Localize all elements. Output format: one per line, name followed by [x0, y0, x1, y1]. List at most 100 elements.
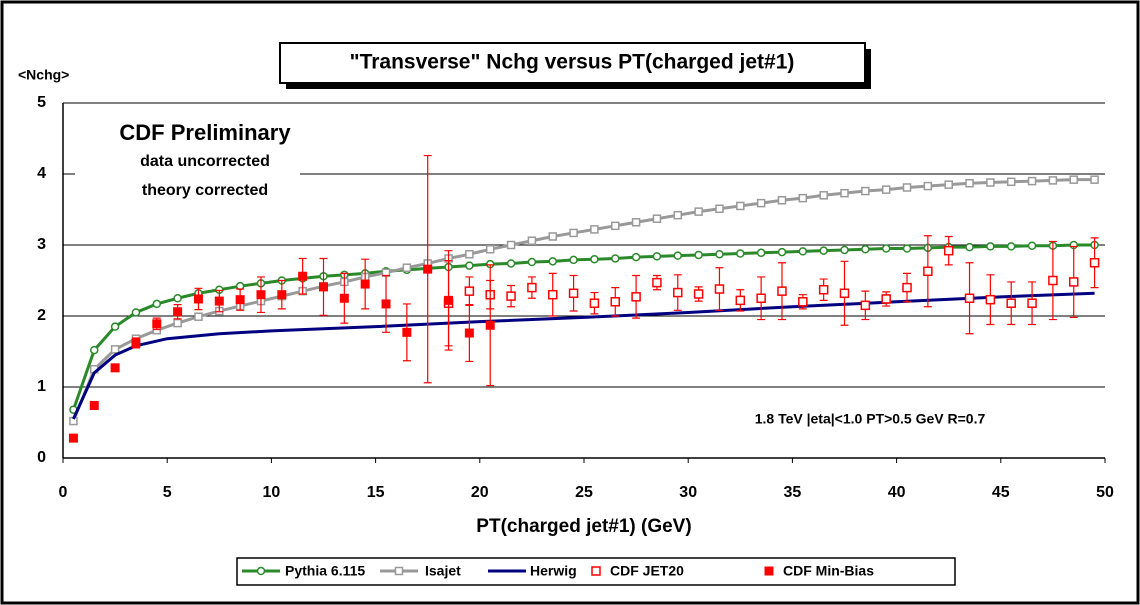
marker — [1006, 242, 1016, 251]
x-tick-label: 15 — [367, 484, 385, 501]
marker — [1027, 298, 1037, 308]
legend-marker — [764, 566, 774, 576]
marker — [1068, 277, 1079, 287]
marker — [756, 198, 766, 208]
marker — [611, 221, 620, 231]
marker — [840, 245, 849, 255]
marker — [402, 263, 412, 272]
marker — [110, 363, 120, 373]
annotation: 1.8 TeV |eta|<1.0 PT>0.5 GeV R=0.7 — [755, 411, 986, 427]
marker — [735, 295, 746, 306]
marker — [943, 245, 954, 256]
marker — [547, 289, 558, 300]
marker — [756, 248, 766, 258]
marker — [1027, 241, 1037, 250]
y-axis-label: <Nchg> — [18, 67, 69, 83]
marker — [339, 293, 349, 303]
marker — [798, 297, 808, 307]
marker — [673, 210, 683, 220]
marker — [985, 294, 996, 305]
marker — [381, 299, 391, 309]
x-tick-label: 35 — [784, 484, 802, 501]
marker — [694, 250, 703, 260]
marker — [964, 293, 975, 303]
marker — [214, 296, 224, 306]
marker — [839, 288, 850, 299]
marker — [902, 244, 912, 253]
marker — [110, 322, 120, 331]
marker — [777, 196, 787, 205]
legend-label: Pythia 6.115 — [285, 563, 365, 579]
marker — [1089, 258, 1100, 268]
marker — [611, 254, 620, 263]
marker — [986, 242, 995, 251]
marker — [923, 266, 933, 277]
marker — [465, 261, 474, 270]
annotation-bg — [75, 112, 300, 210]
marker — [548, 257, 557, 266]
marker — [527, 257, 537, 267]
marker — [173, 294, 182, 303]
marker — [756, 293, 766, 303]
marker — [590, 225, 599, 234]
marker — [1048, 176, 1058, 185]
marker — [881, 185, 891, 194]
marker — [548, 232, 557, 241]
marker — [693, 289, 704, 299]
marker — [965, 178, 974, 188]
marker — [444, 295, 454, 305]
marker — [610, 297, 621, 307]
marker — [652, 214, 662, 223]
marker — [360, 279, 370, 289]
marker — [902, 282, 912, 293]
y-tick-label: 0 — [37, 449, 46, 466]
marker — [423, 264, 433, 274]
marker — [402, 327, 412, 337]
marker — [965, 242, 974, 252]
marker — [506, 240, 516, 250]
legend: Pythia 6.115 Isajet Herwig CDF JET20 CDF Min… — [242, 563, 874, 579]
x-tick-label: 5 — [163, 484, 172, 501]
marker — [256, 290, 266, 300]
marker — [589, 298, 600, 308]
marker — [193, 294, 203, 304]
legend-marker — [394, 566, 404, 576]
x-tick-label: 0 — [59, 484, 68, 501]
marker — [631, 292, 641, 302]
x-tick-label: 50 — [1096, 484, 1114, 501]
marker — [652, 252, 662, 261]
x-tick-label: 25 — [575, 484, 593, 501]
marker — [715, 204, 724, 214]
marker — [173, 318, 182, 328]
x-tick-label: 20 — [471, 484, 489, 501]
x-tick-label: 10 — [263, 484, 281, 501]
y-tick-label: 3 — [37, 236, 46, 253]
marker — [902, 183, 912, 192]
marker — [527, 282, 537, 293]
marker — [860, 300, 871, 311]
marker — [673, 251, 683, 260]
marker — [464, 328, 474, 338]
y-tick-label: 4 — [37, 165, 46, 182]
marker — [506, 259, 516, 268]
marker — [1048, 275, 1058, 286]
marker — [652, 277, 662, 288]
marker — [944, 180, 953, 189]
annotation: CDF Preliminary — [119, 120, 291, 145]
marker — [861, 186, 870, 196]
marker — [569, 228, 578, 238]
marker — [840, 188, 849, 198]
legend-label: CDF JET20 — [610, 563, 684, 579]
x-tick-label: 45 — [992, 484, 1010, 501]
y-tick-label: 2 — [37, 307, 46, 324]
marker — [861, 245, 870, 254]
marker — [319, 282, 328, 292]
marker — [777, 286, 787, 296]
marker — [1006, 298, 1016, 308]
legend-label: Herwig — [530, 563, 577, 579]
marker — [923, 181, 933, 191]
marker — [89, 400, 99, 410]
marker — [569, 255, 578, 265]
marker — [485, 320, 495, 330]
x-axis-label: PT(charged jet#1) (GeV) — [476, 516, 691, 537]
